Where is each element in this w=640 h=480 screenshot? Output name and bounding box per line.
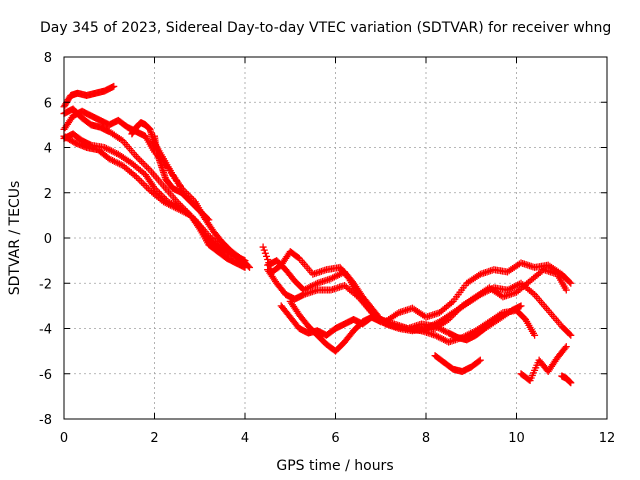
x-axis-label: GPS time / hours [276,458,393,474]
data-point [139,159,147,167]
axis-ticks [63,56,608,420]
y-tick-label: 8 [44,51,52,66]
data-point [240,260,248,268]
y-tick-label: -4 [39,323,52,338]
x-tick-label: 10 [508,431,525,446]
grid [64,57,607,419]
y-tick-label: -2 [39,277,52,292]
data-point [566,330,574,338]
data-point [137,178,145,186]
data-point [241,261,249,269]
data-point [567,279,575,287]
data-point [110,82,118,90]
y-tick-label: 4 [44,142,52,157]
data-point [566,278,574,286]
data-point [205,216,213,224]
y-tick-label: -6 [39,368,52,383]
data-point [562,343,570,351]
y-tick-label: 2 [44,187,52,202]
data-point [136,176,144,184]
data-point [141,161,149,169]
data-point [137,158,145,166]
data-point [262,252,270,260]
y-tick-label: 6 [44,96,52,111]
series-track-1 [60,82,118,111]
tick-labels: 0 2 4 6 8 10 12 -8 -6 -4 -2 0 2 4 6 8 [39,51,615,446]
data-point [134,175,142,183]
data-point [261,249,269,257]
data-point [260,246,268,254]
x-tick-label: 2 [150,431,158,446]
data-point [567,379,575,387]
series-track-10 [264,266,575,339]
data-point [144,164,152,172]
data-point [475,357,483,365]
series-track-14 [517,343,570,385]
data-point [143,163,151,171]
x-tick-label: 6 [331,431,339,446]
data-point [567,331,575,339]
data-point [476,356,484,364]
x-tick-label: 8 [422,431,430,446]
y-axis-label: SDTVAR / TECUs [7,181,23,296]
y-tick-label: -8 [39,413,52,428]
series-track-13 [431,352,484,375]
x-tick-label: 12 [599,431,616,446]
data-point [204,215,212,223]
y-tick-label: 0 [44,232,52,247]
data-point [134,154,142,162]
data-points [60,82,575,387]
chart-title: Day 345 of 2023, Sidereal Day-to-day VTE… [40,20,611,36]
series-track-15 [558,372,575,387]
data-point [136,156,144,164]
data-point [141,181,149,189]
data-point [517,302,525,310]
data-point [139,180,147,188]
series-track-12 [286,297,525,355]
x-tick-label: 0 [60,431,68,446]
series-track-7 [151,132,213,224]
data-point [259,243,267,251]
data-point [531,331,539,339]
data-point [562,286,570,294]
data-point [561,344,569,352]
series-track-5 [60,130,249,269]
x-tick-label: 4 [241,431,249,446]
